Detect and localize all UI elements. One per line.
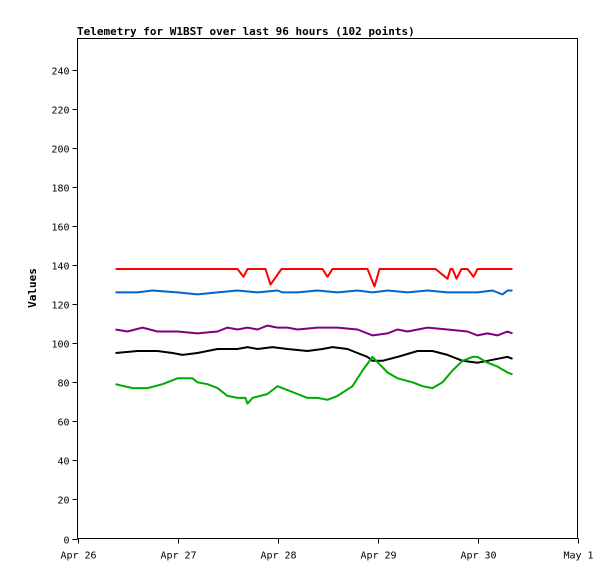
y-tick-label: 240: [51, 67, 69, 78]
x-tick-label: Apr 30: [460, 551, 496, 562]
y-axis-label: Values: [26, 268, 39, 308]
plot-frame: [77, 38, 578, 539]
series-line-1: [115, 268, 513, 288]
x-tick-label: Apr 29: [360, 551, 396, 562]
x-tick-label: Apr 28: [260, 551, 296, 562]
series-group: [115, 268, 513, 405]
x-tick-label: May 1: [563, 551, 593, 562]
y-tick-label: 80: [57, 379, 69, 390]
series-line-4: [115, 346, 513, 364]
y-tick-label: 0: [63, 536, 69, 547]
series-line-3: [115, 324, 513, 337]
x-axis: Apr 26 Apr 27 Apr 28 Apr 29 Apr 30 May 1: [60, 538, 594, 562]
y-tick-label: 120: [51, 301, 69, 312]
y-tick-label: 140: [51, 262, 69, 273]
y-tick-label: 220: [51, 106, 69, 117]
y-tick-label: 100: [51, 340, 69, 351]
series-line-2: [115, 289, 513, 296]
x-tick-label: Apr 27: [160, 551, 196, 562]
y-tick-label: 40: [57, 457, 69, 468]
y-tick-label: 200: [51, 145, 69, 156]
chart-title: Telemetry for W1BST over last 96 hours (…: [77, 25, 415, 38]
series-line-5: [115, 355, 513, 405]
y-tick-label: 20: [57, 496, 69, 507]
y-tick-label: 160: [51, 223, 69, 234]
y-tick-label: 60: [57, 418, 69, 429]
y-axis: 0 20 40 60 80 100 120 140 160 180 200 220 240: [51, 67, 78, 547]
x-tick-label: Apr 26: [60, 551, 96, 562]
y-tick-label: 180: [51, 184, 69, 195]
